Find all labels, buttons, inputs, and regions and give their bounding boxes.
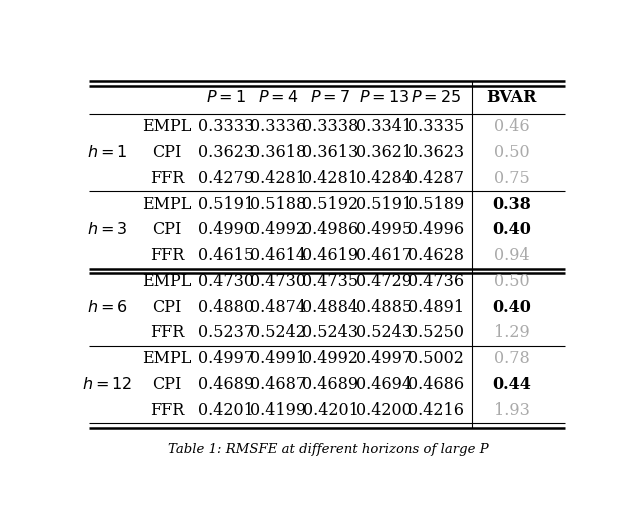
Text: $h = 12$: $h = 12$ bbox=[82, 376, 132, 393]
Text: 0.4880: 0.4880 bbox=[198, 299, 254, 316]
Text: 0.3335: 0.3335 bbox=[408, 118, 464, 135]
Text: 0.4995: 0.4995 bbox=[356, 221, 412, 238]
Text: 0.4730: 0.4730 bbox=[198, 273, 254, 290]
Text: 0.5242: 0.5242 bbox=[250, 324, 307, 342]
Text: 0.4284: 0.4284 bbox=[356, 170, 412, 187]
Text: 0.4694: 0.4694 bbox=[356, 376, 412, 393]
Text: 0.3613: 0.3613 bbox=[302, 144, 358, 161]
Text: 0.4615: 0.4615 bbox=[198, 247, 254, 264]
Text: 0.5002: 0.5002 bbox=[408, 350, 464, 367]
Text: 0.94: 0.94 bbox=[493, 247, 529, 264]
Text: $P=7$: $P=7$ bbox=[310, 89, 351, 106]
Text: 1.93: 1.93 bbox=[493, 402, 529, 419]
Text: FFR: FFR bbox=[150, 170, 184, 187]
Text: 0.4619: 0.4619 bbox=[303, 247, 358, 264]
Text: 0.3336: 0.3336 bbox=[250, 118, 307, 135]
Text: 0.4991: 0.4991 bbox=[250, 350, 307, 367]
Text: $P=25$: $P=25$ bbox=[411, 89, 461, 106]
Text: 0.4628: 0.4628 bbox=[408, 247, 464, 264]
Text: 0.4729: 0.4729 bbox=[356, 273, 412, 290]
Text: 0.5191: 0.5191 bbox=[198, 196, 255, 213]
Text: 0.5243: 0.5243 bbox=[356, 324, 412, 342]
Text: CPI: CPI bbox=[152, 221, 182, 238]
Text: 0.4874: 0.4874 bbox=[250, 299, 307, 316]
Text: 0.4614: 0.4614 bbox=[250, 247, 307, 264]
Text: $h = 6$: $h = 6$ bbox=[87, 299, 128, 316]
Text: 0.4686: 0.4686 bbox=[408, 376, 464, 393]
Text: 0.5250: 0.5250 bbox=[408, 324, 464, 342]
Text: 0.3333: 0.3333 bbox=[198, 118, 255, 135]
Text: 0.4199: 0.4199 bbox=[250, 402, 307, 419]
Text: 0.3623: 0.3623 bbox=[408, 144, 464, 161]
Text: 0.5243: 0.5243 bbox=[303, 324, 358, 342]
Text: CPI: CPI bbox=[152, 144, 182, 161]
Text: 0.44: 0.44 bbox=[492, 376, 531, 393]
Text: CPI: CPI bbox=[152, 376, 182, 393]
Text: FFR: FFR bbox=[150, 324, 184, 342]
Text: 0.4997: 0.4997 bbox=[356, 350, 412, 367]
Text: 0.4617: 0.4617 bbox=[356, 247, 412, 264]
Text: 0.4216: 0.4216 bbox=[408, 402, 464, 419]
Text: 0.50: 0.50 bbox=[493, 273, 529, 290]
Text: 0.4689: 0.4689 bbox=[198, 376, 254, 393]
Text: 0.75: 0.75 bbox=[493, 170, 529, 187]
Text: 0.3618: 0.3618 bbox=[250, 144, 307, 161]
Text: EMPL: EMPL bbox=[142, 273, 191, 290]
Text: Table 1: RMSFE at different horizons of large P: Table 1: RMSFE at different horizons of … bbox=[168, 443, 488, 456]
Text: EMPL: EMPL bbox=[142, 118, 191, 135]
Text: $P=4$: $P=4$ bbox=[258, 89, 299, 106]
Text: 0.4279: 0.4279 bbox=[198, 170, 254, 187]
Text: 0.4200: 0.4200 bbox=[356, 402, 412, 419]
Text: 0.3341: 0.3341 bbox=[356, 118, 412, 135]
Text: 0.4281: 0.4281 bbox=[303, 170, 358, 187]
Text: EMPL: EMPL bbox=[142, 196, 191, 213]
Text: 0.5191: 0.5191 bbox=[356, 196, 412, 213]
Text: 0.4687: 0.4687 bbox=[250, 376, 307, 393]
Text: 0.4990: 0.4990 bbox=[198, 221, 254, 238]
Text: EMPL: EMPL bbox=[142, 350, 191, 367]
Text: 0.3621: 0.3621 bbox=[356, 144, 412, 161]
Text: 0.4201: 0.4201 bbox=[303, 402, 358, 419]
Text: 0.5192: 0.5192 bbox=[303, 196, 358, 213]
Text: 0.4689: 0.4689 bbox=[303, 376, 358, 393]
Text: 0.4884: 0.4884 bbox=[303, 299, 358, 316]
Text: 0.4992: 0.4992 bbox=[250, 221, 307, 238]
Text: $h = 1$: $h = 1$ bbox=[87, 144, 127, 161]
Text: 0.3338: 0.3338 bbox=[302, 118, 358, 135]
Text: 0.4730: 0.4730 bbox=[250, 273, 307, 290]
Text: 0.5188: 0.5188 bbox=[250, 196, 307, 213]
Text: 0.3623: 0.3623 bbox=[198, 144, 254, 161]
Text: 0.4992: 0.4992 bbox=[303, 350, 358, 367]
Text: 0.5237: 0.5237 bbox=[198, 324, 254, 342]
Text: 0.4885: 0.4885 bbox=[356, 299, 412, 316]
Text: 0.4281: 0.4281 bbox=[250, 170, 307, 187]
Text: 0.4735: 0.4735 bbox=[303, 273, 358, 290]
Text: 1.29: 1.29 bbox=[493, 324, 529, 342]
Text: $P=1$: $P=1$ bbox=[206, 89, 246, 106]
Text: 0.4201: 0.4201 bbox=[198, 402, 254, 419]
Text: BVAR: BVAR bbox=[486, 89, 537, 106]
Text: 0.4997: 0.4997 bbox=[198, 350, 254, 367]
Text: CPI: CPI bbox=[152, 299, 182, 316]
Text: 0.40: 0.40 bbox=[492, 221, 531, 238]
Text: 0.4736: 0.4736 bbox=[408, 273, 464, 290]
Text: 0.4996: 0.4996 bbox=[408, 221, 464, 238]
Text: 0.4287: 0.4287 bbox=[408, 170, 464, 187]
Text: FFR: FFR bbox=[150, 247, 184, 264]
Text: 0.78: 0.78 bbox=[493, 350, 529, 367]
Text: 0.5189: 0.5189 bbox=[408, 196, 464, 213]
Text: 0.4891: 0.4891 bbox=[408, 299, 464, 316]
Text: $P=13$: $P=13$ bbox=[359, 89, 409, 106]
Text: 0.50: 0.50 bbox=[493, 144, 529, 161]
Text: $h = 3$: $h = 3$ bbox=[87, 221, 127, 238]
Text: 0.40: 0.40 bbox=[492, 299, 531, 316]
Text: 0.4986: 0.4986 bbox=[303, 221, 358, 238]
Text: FFR: FFR bbox=[150, 402, 184, 419]
Text: 0.46: 0.46 bbox=[493, 118, 529, 135]
Text: 0.38: 0.38 bbox=[492, 196, 531, 213]
